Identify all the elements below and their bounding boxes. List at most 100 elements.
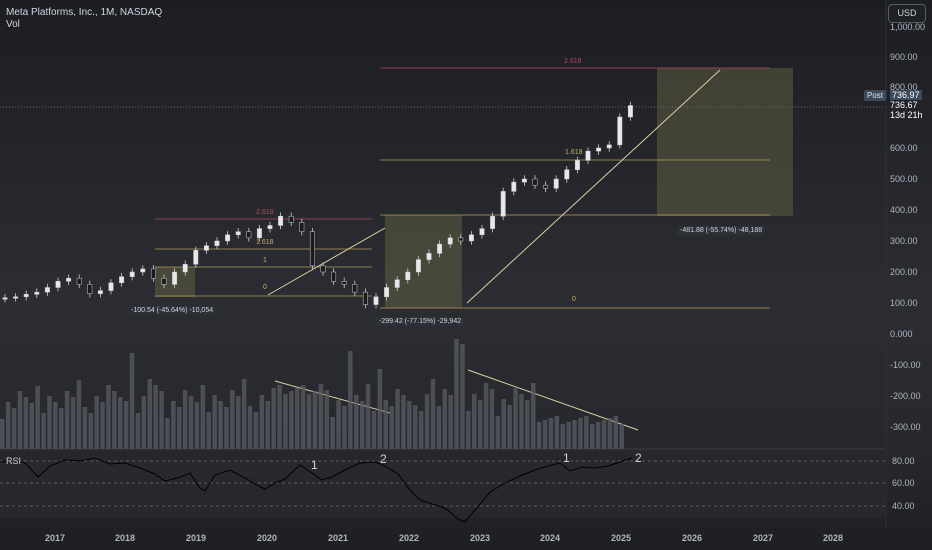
volume-bar <box>424 394 430 449</box>
range-annotation-1[interactable]: -100.54 (-45.64%) -10,054 <box>128 306 217 315</box>
symbol-title[interactable]: Meta Platforms, Inc., 1M, NASDAQ <box>6 7 163 18</box>
candle <box>161 277 167 285</box>
volume-bar <box>513 388 518 449</box>
volume-bar <box>395 389 400 449</box>
candle <box>341 281 347 285</box>
candle <box>129 271 135 277</box>
volume-bar <box>29 403 34 449</box>
volume-bar <box>177 407 182 449</box>
time-axis-year: 2018 <box>114 533 136 543</box>
volume-bar <box>531 383 536 449</box>
candle <box>87 284 93 294</box>
candle <box>447 237 453 245</box>
volume-indicator-label[interactable]: Vol <box>6 19 20 30</box>
volume-bar <box>165 418 170 449</box>
candle <box>76 277 82 285</box>
volume-bar <box>76 380 82 449</box>
volume-bar <box>595 422 601 449</box>
rsi-wave-label-1b: 1 <box>563 451 570 465</box>
volume-bar <box>17 391 23 449</box>
rsi-axis-label: 60.00 <box>892 478 915 488</box>
range-annotation-3[interactable]: -481.88 (-55.74%) -48,188 <box>677 226 766 235</box>
price-axis-label: 400.00 <box>890 205 918 215</box>
volume-bar <box>135 413 141 449</box>
volume-bar <box>277 385 282 449</box>
candle <box>309 231 315 267</box>
candle <box>500 191 506 217</box>
candle <box>34 291 40 295</box>
price-axis-label: -300.00 <box>890 422 921 432</box>
price-axis-label: 600.00 <box>890 143 918 153</box>
fib-label-1618-mid: 1.618 <box>565 149 583 156</box>
volume-bar <box>118 397 123 449</box>
volume-bar <box>477 400 483 449</box>
volume-bar <box>548 418 554 449</box>
volume-bar <box>47 396 52 449</box>
volume-bar <box>330 417 335 449</box>
candle <box>320 265 326 273</box>
candle <box>288 215 294 223</box>
volume-bar <box>383 400 388 449</box>
volume-bar <box>389 406 394 449</box>
fib-label-0-mid: 0 <box>572 296 576 303</box>
volume-bar <box>359 401 365 449</box>
rsi-axis-label: 40.00 <box>892 501 915 511</box>
volume-bar <box>11 408 17 449</box>
rsi-indicator-label[interactable]: RSI <box>6 456 22 466</box>
time-axis-year: 2023 <box>469 533 491 543</box>
candle <box>193 250 199 265</box>
time-axis-year: 2017 <box>44 533 66 543</box>
volume-bar <box>377 369 383 449</box>
time-axis-year: 2019 <box>185 533 207 543</box>
candle <box>511 181 517 192</box>
candle <box>140 268 146 273</box>
volume-bar <box>153 385 158 449</box>
candle <box>521 178 527 183</box>
fib-label-0-left: 0 <box>263 284 267 291</box>
post-market-badge: Post <box>864 90 886 101</box>
candle <box>617 116 623 146</box>
candle <box>278 215 284 226</box>
volume-bar <box>64 391 70 449</box>
volume-bar <box>407 401 412 449</box>
currency-button[interactable]: USD <box>888 4 926 23</box>
time-axis-year: 2028 <box>822 533 844 543</box>
candle <box>23 294 29 298</box>
volume-bar <box>295 388 300 449</box>
volume-bar <box>218 401 223 449</box>
range-annotation-2[interactable]: -299.42 (-77.15%) -29,942 <box>376 317 465 326</box>
candle <box>362 291 368 305</box>
volume-bar <box>525 400 530 449</box>
volume-bar <box>230 390 235 449</box>
volume-bar <box>430 379 436 449</box>
volume-bar <box>123 401 129 449</box>
candle <box>299 222 305 232</box>
candle <box>214 240 220 246</box>
volume-bar <box>418 411 424 449</box>
volume-bar <box>365 384 371 449</box>
volume-bar <box>224 407 229 449</box>
time-axis-year: 2027 <box>752 533 774 543</box>
volume-bar <box>466 411 471 449</box>
volume-bar <box>53 402 58 449</box>
volume-bar <box>348 351 353 449</box>
time-axis-year: 2022 <box>398 533 420 543</box>
bar-countdown: 13d 21h <box>890 110 923 120</box>
candle <box>627 105 633 118</box>
time-axis-year: 2020 <box>256 533 278 543</box>
fib-label-1-left: 1 <box>263 257 267 264</box>
volume-bar <box>312 391 318 449</box>
volume-bar <box>88 413 93 449</box>
volume-bar <box>472 394 477 449</box>
range-box-2 <box>385 215 462 308</box>
candle <box>108 282 114 291</box>
range-box-3 <box>657 68 793 216</box>
candle <box>119 276 125 284</box>
candle <box>553 178 559 189</box>
rsi-axis-label: 80.00 <box>892 456 915 466</box>
volume-bar <box>542 420 548 449</box>
candle <box>574 160 580 170</box>
candle <box>405 271 411 280</box>
volume-bar <box>507 405 512 449</box>
